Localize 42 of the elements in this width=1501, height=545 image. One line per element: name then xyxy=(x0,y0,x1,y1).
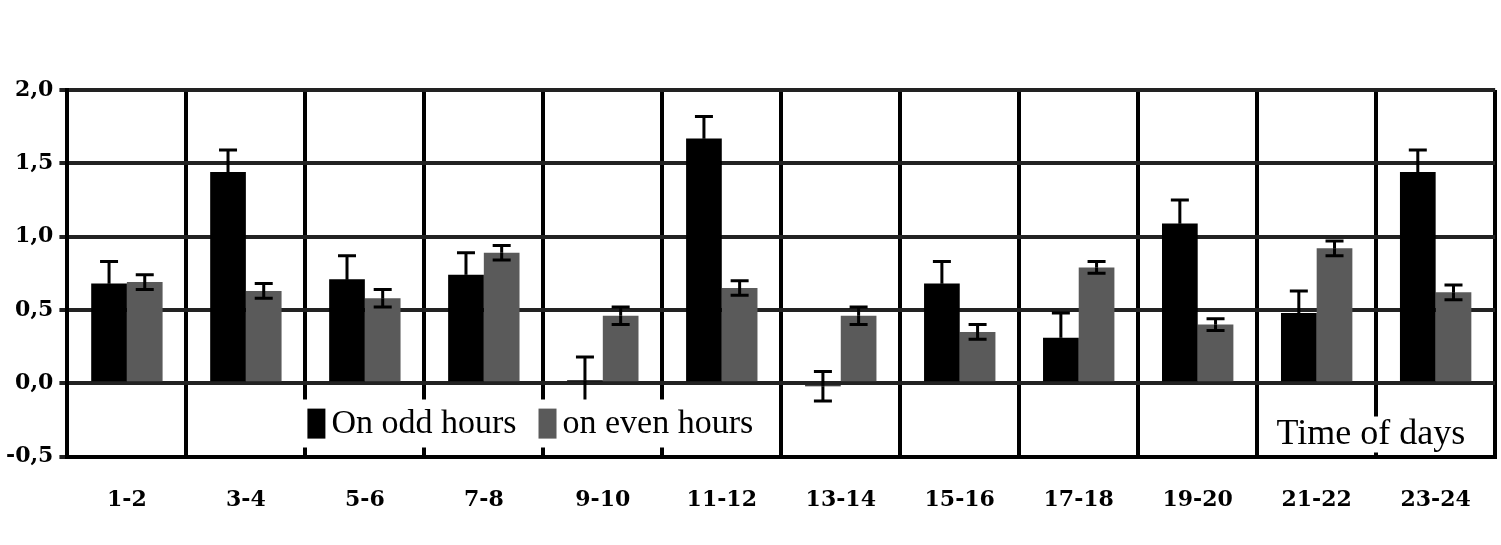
bar xyxy=(126,282,163,382)
bar xyxy=(245,290,282,382)
y-tick-label: 1,5 xyxy=(15,148,54,175)
x-tick-label: 9-10 xyxy=(575,484,631,511)
bar xyxy=(329,279,365,382)
bar xyxy=(1197,324,1234,382)
bar xyxy=(448,274,484,382)
y-tick-label: 0,0 xyxy=(15,368,54,394)
x-tick-label: 17-18 xyxy=(1043,484,1114,511)
bar xyxy=(1078,267,1115,382)
bar xyxy=(210,172,246,382)
x-tick-label: 1-2 xyxy=(107,484,147,511)
x-tick-label: 11-12 xyxy=(686,484,757,511)
y-tick-label: 0,5 xyxy=(15,294,54,321)
y-tick-label: 2,0 xyxy=(15,74,54,101)
bar xyxy=(959,331,996,382)
bar xyxy=(1435,292,1472,382)
x-tick-label: 3-4 xyxy=(226,484,266,511)
x-tick-label: 15-16 xyxy=(924,484,995,511)
bar xyxy=(840,315,877,382)
legend-label: on even hours xyxy=(562,402,754,440)
legend-label: On odd hours xyxy=(331,402,517,440)
bar xyxy=(602,315,639,382)
bar xyxy=(721,287,758,382)
bar xyxy=(1316,248,1353,382)
x-tick-label: 23-24 xyxy=(1400,484,1471,511)
y-tick-label: -0,5 xyxy=(6,441,54,468)
x-axis-title: Time of days xyxy=(1276,412,1466,453)
y-tick-label: 1,0 xyxy=(15,221,54,248)
bar xyxy=(924,283,960,382)
bar xyxy=(364,298,401,382)
x-tick-label: 21-22 xyxy=(1281,484,1352,511)
x-tick-label: 5-6 xyxy=(344,484,385,511)
x-tick-label: 13-14 xyxy=(805,484,876,511)
bar xyxy=(1162,223,1198,382)
bar xyxy=(1280,312,1317,382)
x-tick-label: 19-20 xyxy=(1162,484,1233,511)
bar xyxy=(1399,172,1436,382)
x-tick-label: 7-8 xyxy=(463,484,504,511)
bar xyxy=(686,138,722,382)
bar xyxy=(91,283,127,382)
bar xyxy=(483,252,520,382)
